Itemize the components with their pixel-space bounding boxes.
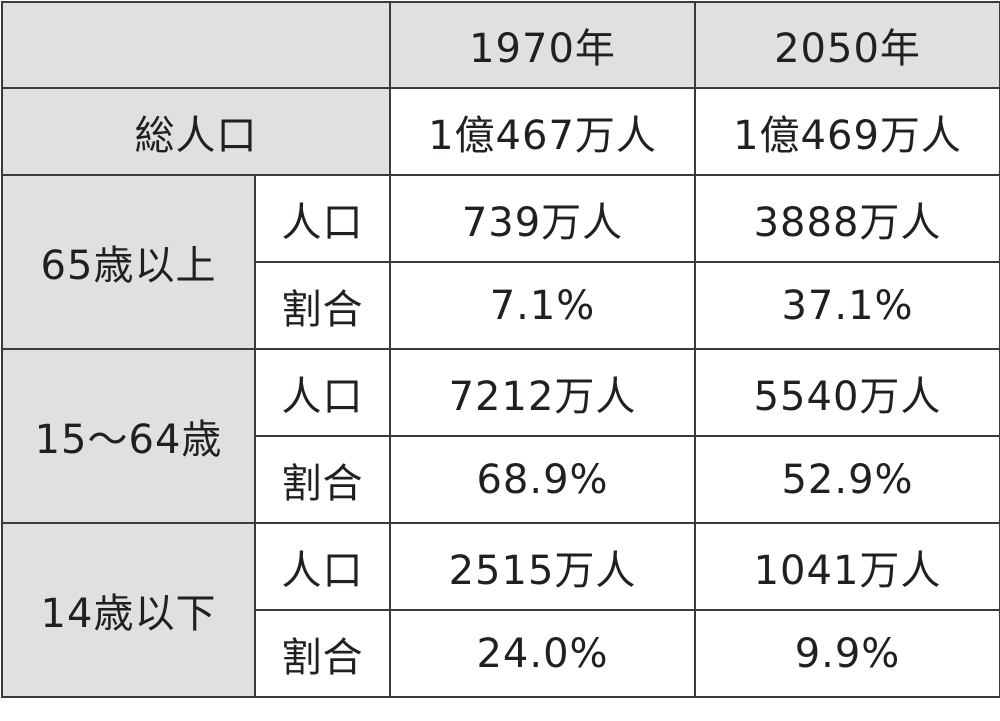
table-row: 割合 7.1% 37.1% (2, 261, 1000, 350)
population-1970: 2515万人 (389, 522, 696, 611)
age-group-label-under-14: 14歳以下 (1, 522, 256, 698)
population-label: 人口 (254, 174, 391, 263)
population-2050: 1041万人 (694, 522, 1000, 611)
share-2050: 9.9% (694, 609, 1000, 698)
population-label: 人口 (254, 522, 391, 611)
total-population-2050: 1億469万人 (694, 87, 1000, 176)
share-2050: 37.1% (694, 261, 1000, 350)
total-population-row: 総人口 1億467万人 1億469万人 (1, 87, 1000, 176)
share-2050: 52.9% (694, 435, 1000, 524)
table-row: 14歳以下 人口 2515万人 1041万人 (1, 522, 1000, 698)
population-label: 人口 (254, 348, 391, 437)
share-1970: 68.9% (389, 435, 696, 524)
table-row: 15〜64歳 人口 7212万人 5540万人 (1, 348, 1000, 524)
population-table: 1970年 2050年 総人口 1億467万人 1億469万人 65歳以上 人口… (1, 1, 1000, 698)
population-2050: 5540万人 (694, 348, 1000, 437)
share-label: 割合 (254, 435, 391, 524)
total-population-label: 総人口 (1, 87, 391, 176)
share-1970: 24.0% (389, 609, 696, 698)
population-2050: 3888万人 (694, 174, 1000, 263)
share-label: 割合 (254, 609, 391, 698)
share-label: 割合 (254, 261, 391, 350)
header-row: 1970年 2050年 (1, 1, 1000, 89)
year-1970-header: 1970年 (389, 1, 696, 89)
share-1970: 7.1% (389, 261, 696, 350)
age-group-label-15-64: 15〜64歳 (1, 348, 256, 524)
table-row: 65歳以上 人口 739万人 3888万人 (1, 174, 1000, 350)
population-1970: 739万人 (389, 174, 696, 263)
corner-cell (1, 1, 391, 89)
age-group-label-65-plus: 65歳以上 (1, 174, 256, 350)
total-population-1970: 1億467万人 (389, 87, 696, 176)
table-row: 割合 68.9% 52.9% (2, 435, 1000, 524)
population-1970: 7212万人 (389, 348, 696, 437)
year-2050-header: 2050年 (694, 1, 1000, 89)
table-row: 割合 24.0% 9.9% (2, 609, 1000, 698)
